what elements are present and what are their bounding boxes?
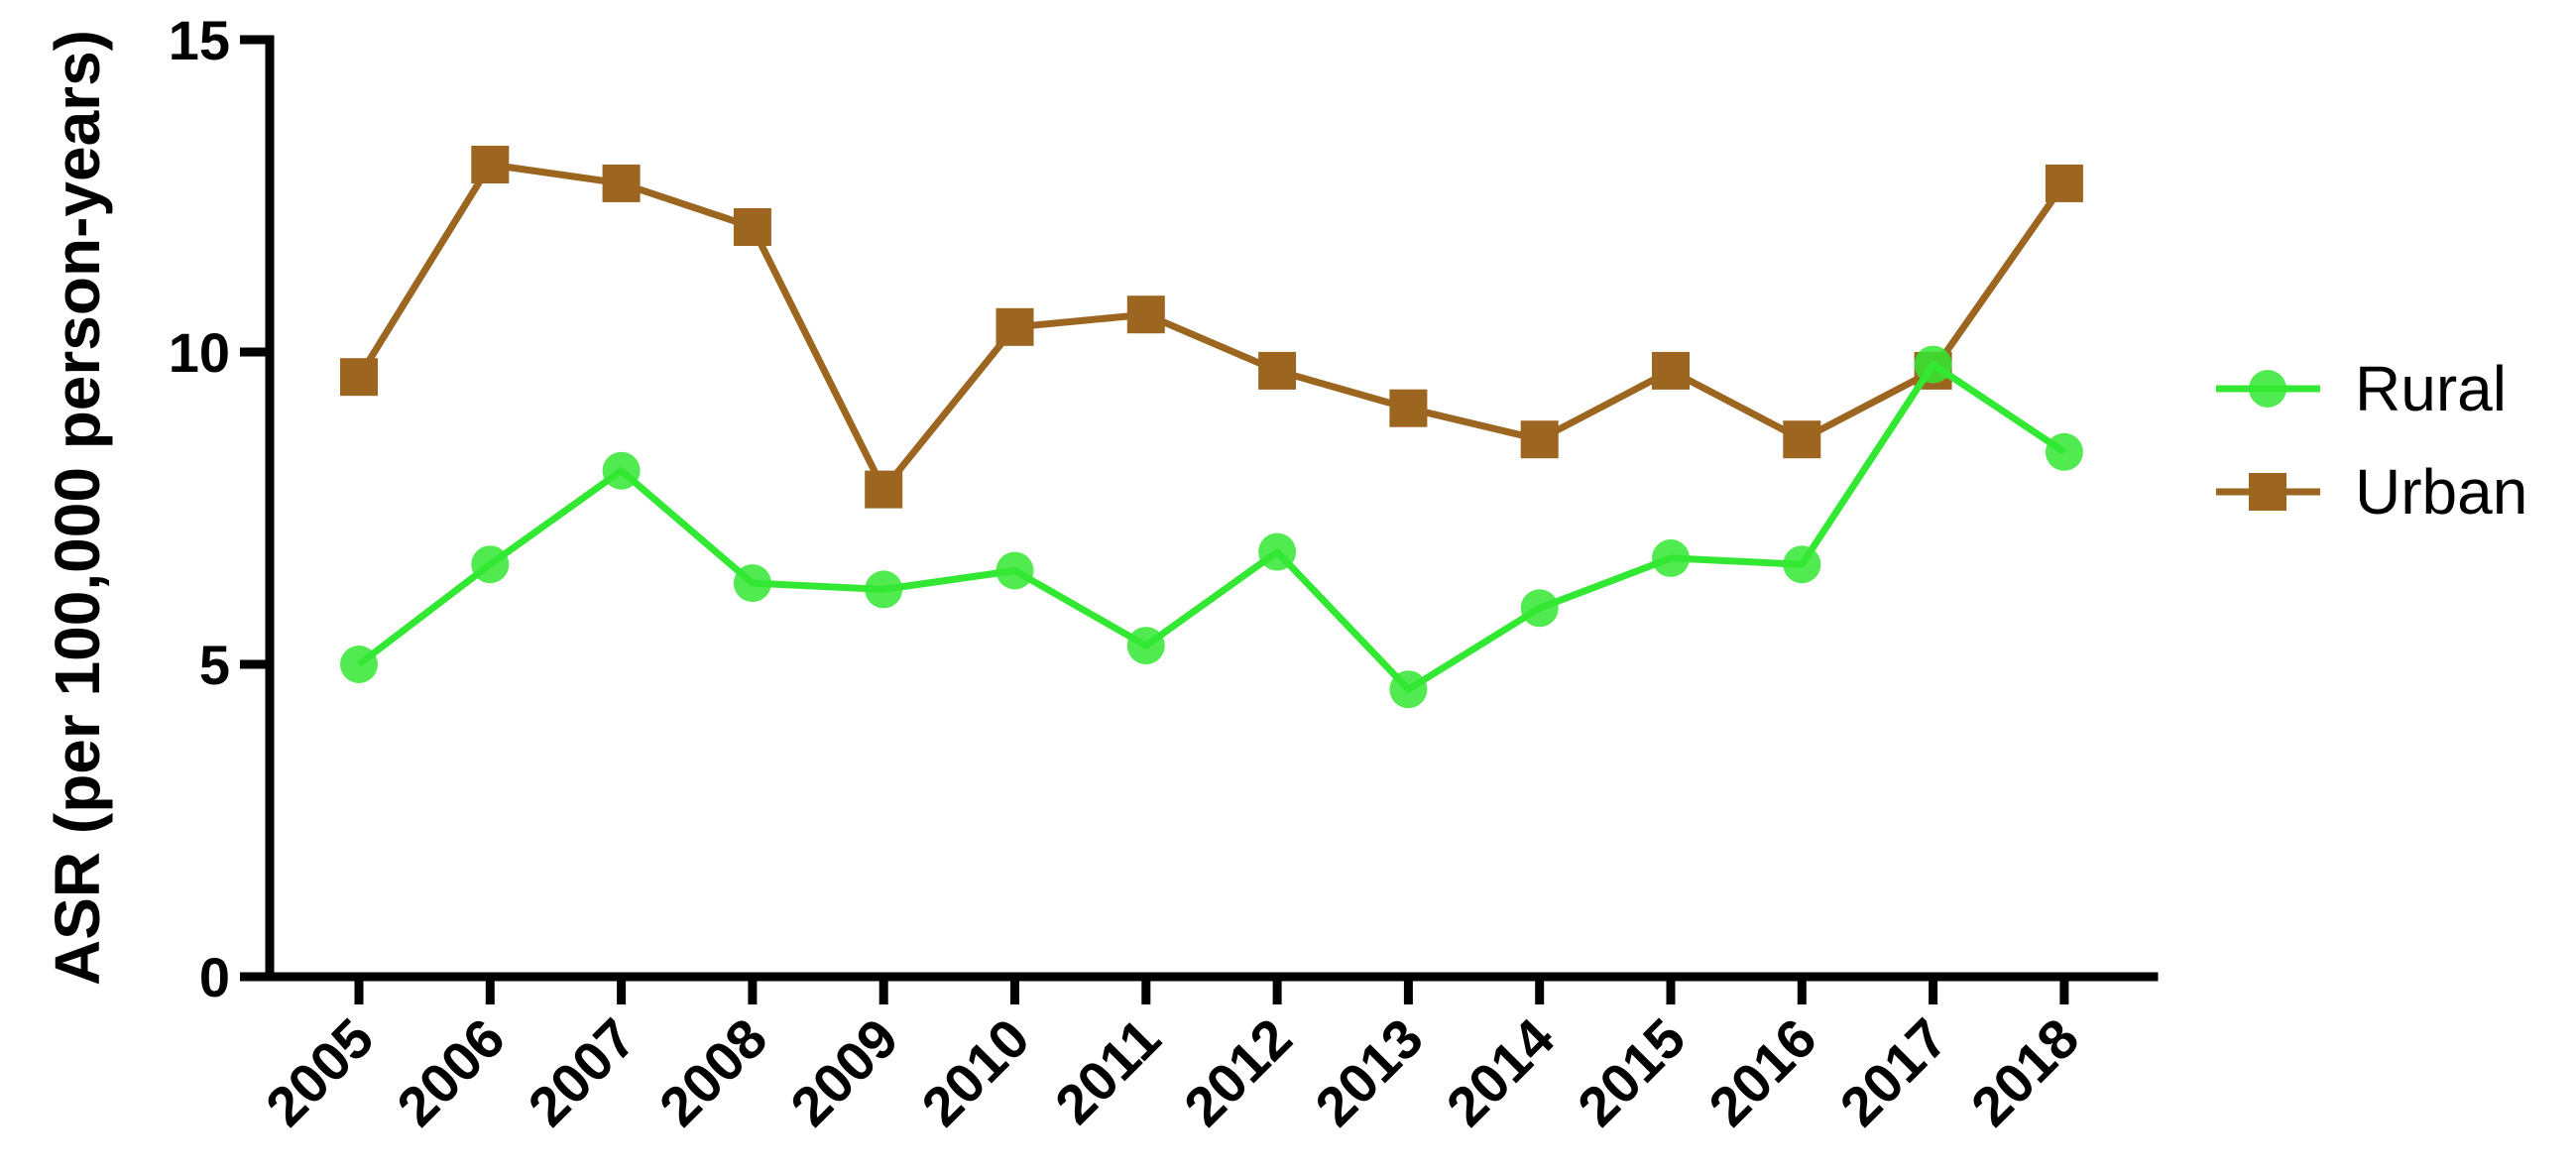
data-point <box>1652 538 1690 577</box>
data-point <box>1520 420 1559 459</box>
y-tick-label: 5 <box>199 634 230 696</box>
legend: Rural Urban <box>2216 353 2527 528</box>
legend-label: Rural <box>2355 353 2507 424</box>
x-tick-label: 2018 <box>1959 1006 2091 1138</box>
legend-marker <box>2249 370 2286 408</box>
axes <box>265 35 2159 982</box>
y-axis-label: ASR (per 100,000 person-years) <box>42 30 113 986</box>
data-point <box>471 545 510 584</box>
x-tick-label: 2008 <box>647 1006 779 1138</box>
x-tick-label: 2014 <box>1435 1006 1567 1138</box>
data-point <box>865 570 903 609</box>
data-point <box>733 564 771 603</box>
data-point <box>340 358 378 397</box>
x-tick-label: 2010 <box>909 1006 1041 1138</box>
x-tick-label: 2009 <box>778 1006 910 1138</box>
data-point <box>995 307 1034 346</box>
data-point <box>1258 532 1297 571</box>
legend-item-urban: Urban <box>2216 456 2527 528</box>
series-rural <box>340 345 2083 709</box>
data-point <box>733 208 771 246</box>
y-tick-label: 0 <box>199 946 230 1008</box>
series-line <box>356 161 2067 494</box>
x-tick-label: 2012 <box>1172 1006 1304 1138</box>
data-point <box>2045 164 2083 202</box>
data-point <box>471 146 510 183</box>
legend-marker <box>2249 473 2286 511</box>
data-point <box>602 451 641 490</box>
series-line <box>356 361 2066 693</box>
data-point <box>1389 670 1428 709</box>
data-point <box>2045 432 2083 471</box>
legend-label: Urban <box>2355 456 2527 528</box>
data-point <box>995 551 1034 590</box>
data-point <box>1126 627 1165 665</box>
y-tick-label: 10 <box>169 321 230 384</box>
series-urban <box>340 146 2083 509</box>
x-tick-label: 2011 <box>1043 1006 1172 1135</box>
data-point <box>1783 545 1821 584</box>
data-point <box>1258 351 1297 390</box>
data-point <box>1520 589 1559 628</box>
series-layer <box>340 146 2083 709</box>
y-ticks: 0 5 10 15 <box>169 9 270 1008</box>
data-point <box>602 164 641 202</box>
data-point <box>1783 420 1821 459</box>
data-point <box>1652 351 1690 390</box>
data-point <box>1389 389 1428 427</box>
x-tick-label: 2017 <box>1827 1006 1959 1138</box>
x-tick-label: 2006 <box>385 1006 517 1138</box>
data-point <box>1914 345 1952 384</box>
x-ticks: 2005 2006 2007 2008 2009 2010 2011 2012 2013 2014… <box>254 977 2091 1138</box>
x-tick-label: 2007 <box>516 1006 647 1138</box>
data-point <box>1126 295 1165 334</box>
legend-item-rural: Rural <box>2216 353 2507 424</box>
data-point <box>340 646 378 683</box>
x-tick-label: 2013 <box>1303 1006 1435 1138</box>
x-tick-label: 2015 <box>1566 1006 1698 1138</box>
y-tick-label: 15 <box>169 9 230 71</box>
data-point <box>865 470 903 509</box>
x-tick-label: 2005 <box>254 1006 386 1138</box>
x-tick-label: 2016 <box>1697 1006 1828 1138</box>
